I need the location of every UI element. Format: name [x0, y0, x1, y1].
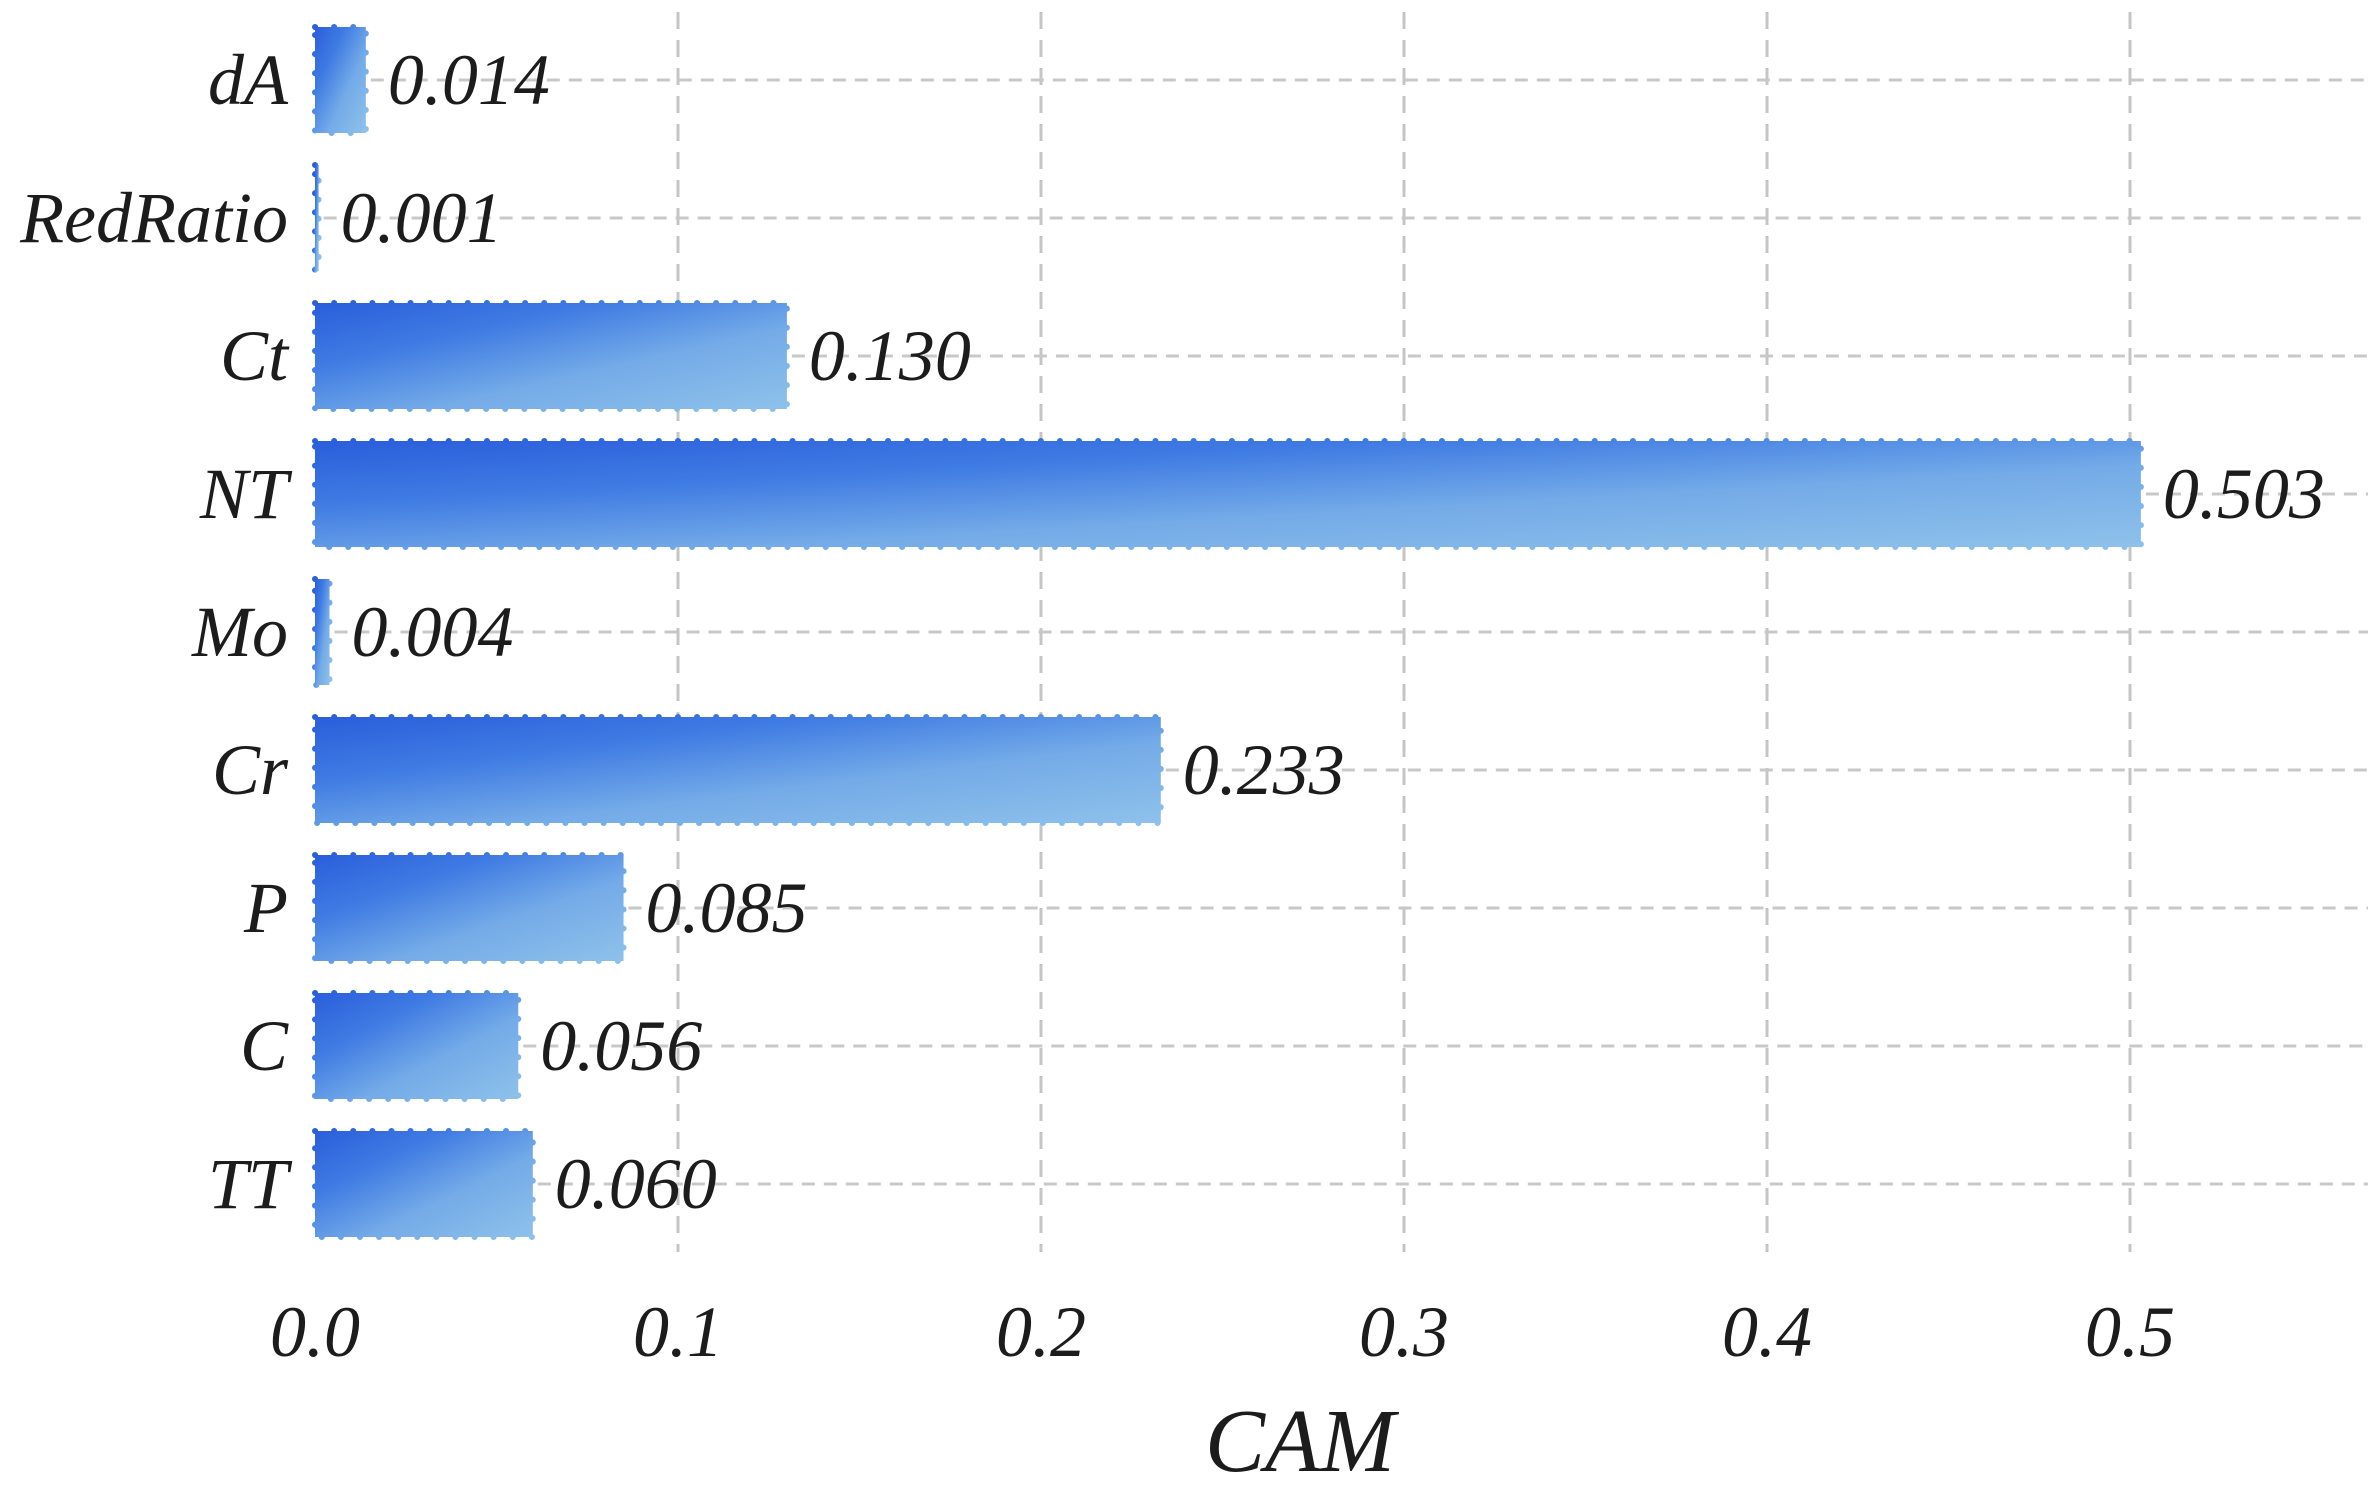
- x-axis-title: CAM: [1205, 1392, 1395, 1491]
- bar-dA: [312, 24, 369, 136]
- bar-layer: [312, 24, 2144, 1240]
- category-label: Mo: [192, 592, 288, 672]
- category-label: Cr: [211, 730, 288, 810]
- bar-value-label: 0.004: [351, 592, 514, 672]
- bar-Mo: [312, 576, 333, 688]
- row-line-layer: [323, 78, 2368, 1186]
- bar-value-label: 0.060: [554, 1144, 717, 1224]
- bar-value-label: 0.233: [1182, 730, 1345, 810]
- bar-value-label: 0.085: [645, 868, 808, 948]
- bar-value-label: 0.503: [2162, 454, 2325, 534]
- bar-NT: [312, 438, 2144, 550]
- bar-C: [312, 990, 522, 1102]
- x-tick-label: 0.5: [2085, 1292, 2175, 1372]
- bar-value-label: 0.001: [340, 178, 503, 258]
- bar-Ct: [312, 300, 790, 412]
- category-label: NT: [199, 454, 288, 534]
- bar-TT: [312, 1128, 536, 1240]
- bar-P: [312, 852, 627, 964]
- x-tick-label: 0.4: [1722, 1292, 1812, 1372]
- bar-value-label: 0.014: [387, 40, 550, 120]
- x-tick-label: 0.0: [270, 1292, 360, 1372]
- x-tick-label: 0.3: [1359, 1292, 1449, 1372]
- category-label: TT: [207, 1144, 288, 1224]
- x-tick-label: 0.1: [633, 1292, 723, 1372]
- category-label: dA: [208, 40, 288, 120]
- category-label: P: [244, 868, 288, 948]
- bar-RedRatio: [312, 162, 322, 274]
- category-label: Ct: [219, 316, 288, 396]
- category-label: RedRatio: [20, 178, 288, 258]
- x-tick-label: 0.2: [996, 1292, 1086, 1372]
- category-label: C: [239, 1006, 288, 1086]
- bar-value-label: 0.056: [540, 1006, 703, 1086]
- bar-Cr: [312, 714, 1164, 826]
- bar-value-label: 0.130: [808, 316, 971, 396]
